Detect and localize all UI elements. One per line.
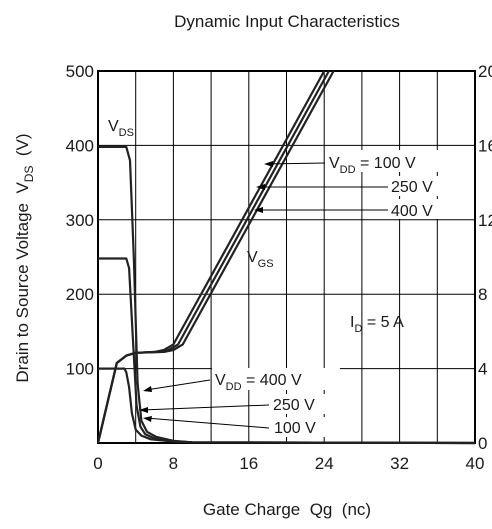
x-tick-label: 0 (93, 454, 102, 473)
vgs-vdd-250-label: 250 V (391, 179, 433, 196)
x-axis-label: Gate Charge Qg (nc) (203, 500, 371, 519)
x-tick-label: 16 (239, 454, 258, 473)
arrow-vgs-100-head (264, 161, 273, 167)
vgs-curve-400v (96, 70, 335, 444)
arrow-vds-100 (145, 417, 270, 429)
y2-tick-labels: 20 16 12 8 4 0 (478, 62, 492, 453)
arrow-vds-250 (141, 404, 270, 411)
vgs-label: VGS (247, 249, 274, 270)
y2-tick-label: 0 (478, 434, 487, 453)
y2-tick-label: 20 (478, 62, 492, 81)
vds-vdd-400-label: VDD = 400 V (215, 372, 302, 393)
curves (96, 70, 476, 445)
arrow-vds-400-head (143, 386, 152, 392)
vds-curve-100v (98, 367, 476, 445)
annotations: VDS VGS ID = 5 A VDD = 100 V 250 V 400 V… (108, 118, 447, 437)
y2-tick-label: 12 (478, 211, 492, 230)
vds-label: VDS (108, 118, 134, 139)
vgs-vdd-400-label: 400 V (391, 203, 433, 220)
id-label: ID = 5 A (350, 314, 404, 335)
arrow-vds-100-head (143, 416, 152, 422)
arrow-vds-250-head (139, 407, 148, 413)
x-tick-label: 32 (390, 454, 409, 473)
x-tick-label: 24 (315, 454, 334, 473)
x-tick-label: 40 (466, 454, 485, 473)
chart-title: Dynamic Input Characteristics (174, 12, 400, 31)
y-tick-label: 500 (66, 62, 94, 81)
x-tick-labels: 0 8 16 24 32 40 (93, 454, 484, 473)
y-tick-label: 200 (66, 285, 94, 304)
y-tick-labels: 500 400 300 200 100 (66, 62, 94, 379)
arrow-vgs-100 (265, 162, 326, 165)
y-tick-label: 400 (66, 136, 94, 155)
vds-vdd-250-label: 250 V (273, 397, 315, 414)
vgs-vdd-100-label: VDD = 100 V (329, 155, 416, 176)
y-axis-label: Drain to Source Voltage VDS (V) (13, 133, 36, 382)
x-tick-label: 8 (169, 454, 178, 473)
y-tick-label: 100 (66, 360, 94, 379)
y2-tick-label: 8 (478, 285, 487, 304)
vds-vdd-100-label: 100 V (274, 420, 316, 437)
arrow-vgs-250-head (256, 184, 265, 190)
y2-tick-label: 4 (478, 360, 487, 379)
y2-tick-label: 16 (478, 136, 492, 155)
arrow-vds-400 (145, 379, 211, 391)
y-tick-label: 300 (66, 211, 94, 230)
arrow-vgs-400-head (254, 207, 263, 213)
